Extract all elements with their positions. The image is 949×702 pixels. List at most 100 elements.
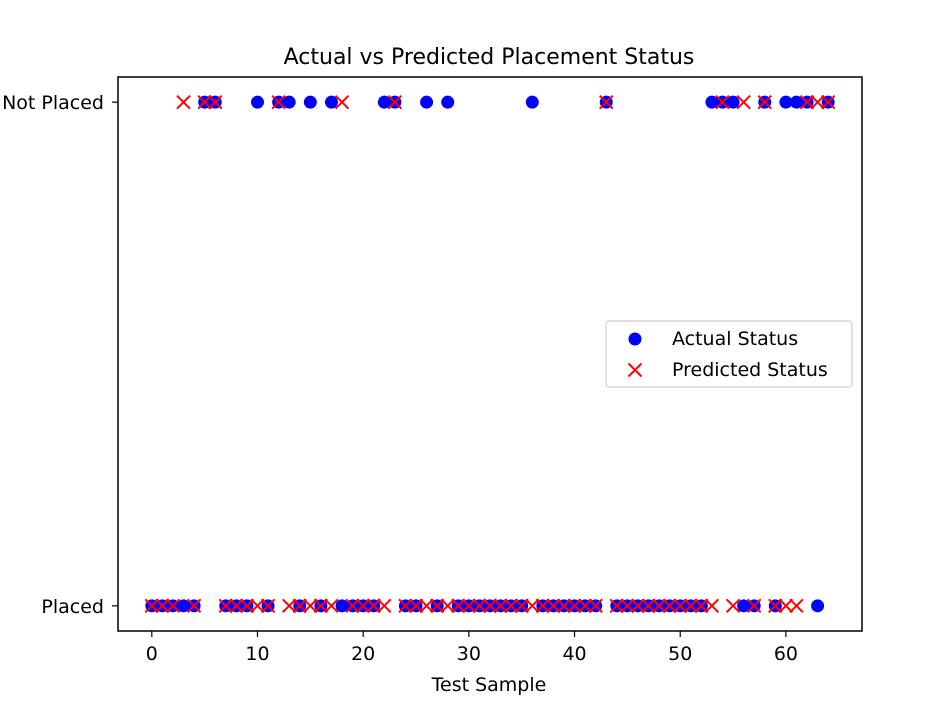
predicted-point [472,598,487,614]
predicted-point-stroke [673,598,688,614]
predicted-point-stroke [609,598,625,614]
legend-predicted-marker [627,362,643,378]
predicted-point [260,598,276,614]
predicted-point-stroke [176,94,191,110]
predicted-point [313,598,329,614]
predicted-point [704,598,720,614]
actual-point [420,95,434,109]
predicted-point [599,94,614,110]
predicted-point-stroke [725,598,741,614]
actual-point [789,95,803,109]
predicted-point-stroke [229,598,244,614]
predicted-point-stroke [419,598,434,614]
predicted-point-stroke [768,598,783,614]
predicted-point-stroke [503,598,519,614]
predicted-point-stroke [165,598,181,614]
actual-point [441,95,455,109]
predicted-point-stroke [303,598,318,614]
predicted-point-stroke [324,598,339,614]
actual-point [737,599,751,613]
predicted-point-stroke [799,94,815,110]
predicted-point [588,598,603,614]
predicted-point [556,598,572,614]
predicted-point-stroke [271,94,286,110]
x-tick-label: 40 [562,643,586,665]
predicted-point-stroke [334,94,350,110]
predicted-point-stroke [366,598,381,614]
predicted-point [577,598,593,614]
predicted-point-stroke [514,598,529,614]
predicted-point [757,94,772,110]
predicted-point [630,598,646,614]
legend-actual-label: Actual Status [672,328,798,350]
predicted-point [440,598,455,614]
predicted-point-stroke [451,598,466,614]
predicted-point-stroke [493,598,508,614]
predicted-point-stroke [789,598,804,614]
predicted-point [546,598,561,614]
predicted-point [271,94,286,110]
predicted-point-stroke [715,94,730,110]
predicted-point [461,598,477,614]
legend-actual-marker [628,332,642,346]
predicted-point-stroke [144,598,160,614]
plot-frame [117,76,863,632]
predicted-point-stroke [398,598,413,614]
x-tick-label: 20 [351,643,375,665]
predicted-point-stroke [599,94,614,110]
predicted-point [609,598,625,614]
predicted-point-stroke [556,598,572,614]
predicted-point-stroke [567,598,582,614]
predicted-point-stroke [535,598,551,614]
legend: Actual Status Predicted Status [605,320,853,388]
predicted-point [451,598,466,614]
series-predicted [144,94,836,614]
predicted-point [768,598,783,614]
predicted-point-stroke [482,598,498,614]
y-tick-label: Placed [41,596,104,618]
predicted-point [514,598,529,614]
predicted-point-stroke [239,598,255,614]
actual-point [525,95,539,109]
x-tick-label: 60 [774,643,798,665]
predicted-point [229,598,244,614]
predicted-point-stroke [260,598,276,614]
predicted-point [694,598,709,614]
predicted-point [355,598,371,614]
actual-point [251,95,264,109]
chart-title: Actual vs Predicted Placement Status [284,45,695,70]
predicted-point [746,598,762,614]
predicted-point-stroke [694,598,709,614]
predicted-point [408,598,424,614]
predicted-point-stroke [281,598,297,614]
actual-point [177,599,191,613]
predicted-point [641,598,656,614]
predicted-point-stroke [408,598,424,614]
predicted-point-stroke [577,598,593,614]
actual-point [811,599,825,613]
predicted-point [567,598,582,614]
predicted-point [673,598,688,614]
y-tick-label: Not Placed [2,92,104,114]
predicted-point [535,598,551,614]
predicted-point-stroke [810,94,825,110]
actual-point [303,95,317,109]
actual-point [726,95,740,109]
predicted-point [292,598,307,614]
predicted-point-stroke [377,598,392,614]
actual-point [335,599,349,613]
predicted-point [281,598,297,614]
predicted-point-stroke [472,598,487,614]
predicted-point [662,598,677,614]
predicted-point [303,598,318,614]
predicted-point [366,598,381,614]
actual-point [324,95,338,109]
predicted-point [387,94,403,110]
plot-marks [144,94,836,614]
predicted-point [398,598,413,614]
predicted-point-stroke [620,598,635,614]
predicted-point-stroke [588,598,603,614]
predicted-point-stroke [525,598,540,614]
predicted-point [419,598,434,614]
predicted-point-stroke [683,598,699,614]
